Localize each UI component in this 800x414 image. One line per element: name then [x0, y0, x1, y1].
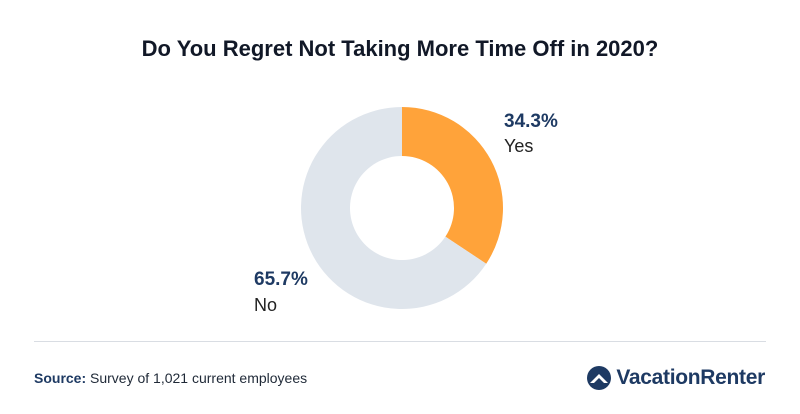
footer-divider [34, 341, 766, 342]
source-label: Source: [34, 370, 87, 386]
donut-slice-yes [402, 107, 503, 264]
house-globe-icon [587, 366, 612, 390]
source-note: Source: Survey of 1,021 current employee… [34, 370, 307, 386]
source-text: Survey of 1,021 current employees [86, 370, 308, 386]
slice-label-yes: Yes [504, 136, 534, 156]
slice-label-no: No [254, 295, 278, 315]
donut-slice-no [300, 107, 487, 309]
slice-value-no: 65.7% [254, 269, 308, 290]
brand-name: VacationRenter [616, 366, 765, 389]
chart-title: Do You Regret Not Taking More Time Off i… [141, 36, 659, 61]
brand-logo: VacationRenter [586, 362, 765, 394]
slice-value-yes: 34.3% [504, 111, 558, 132]
